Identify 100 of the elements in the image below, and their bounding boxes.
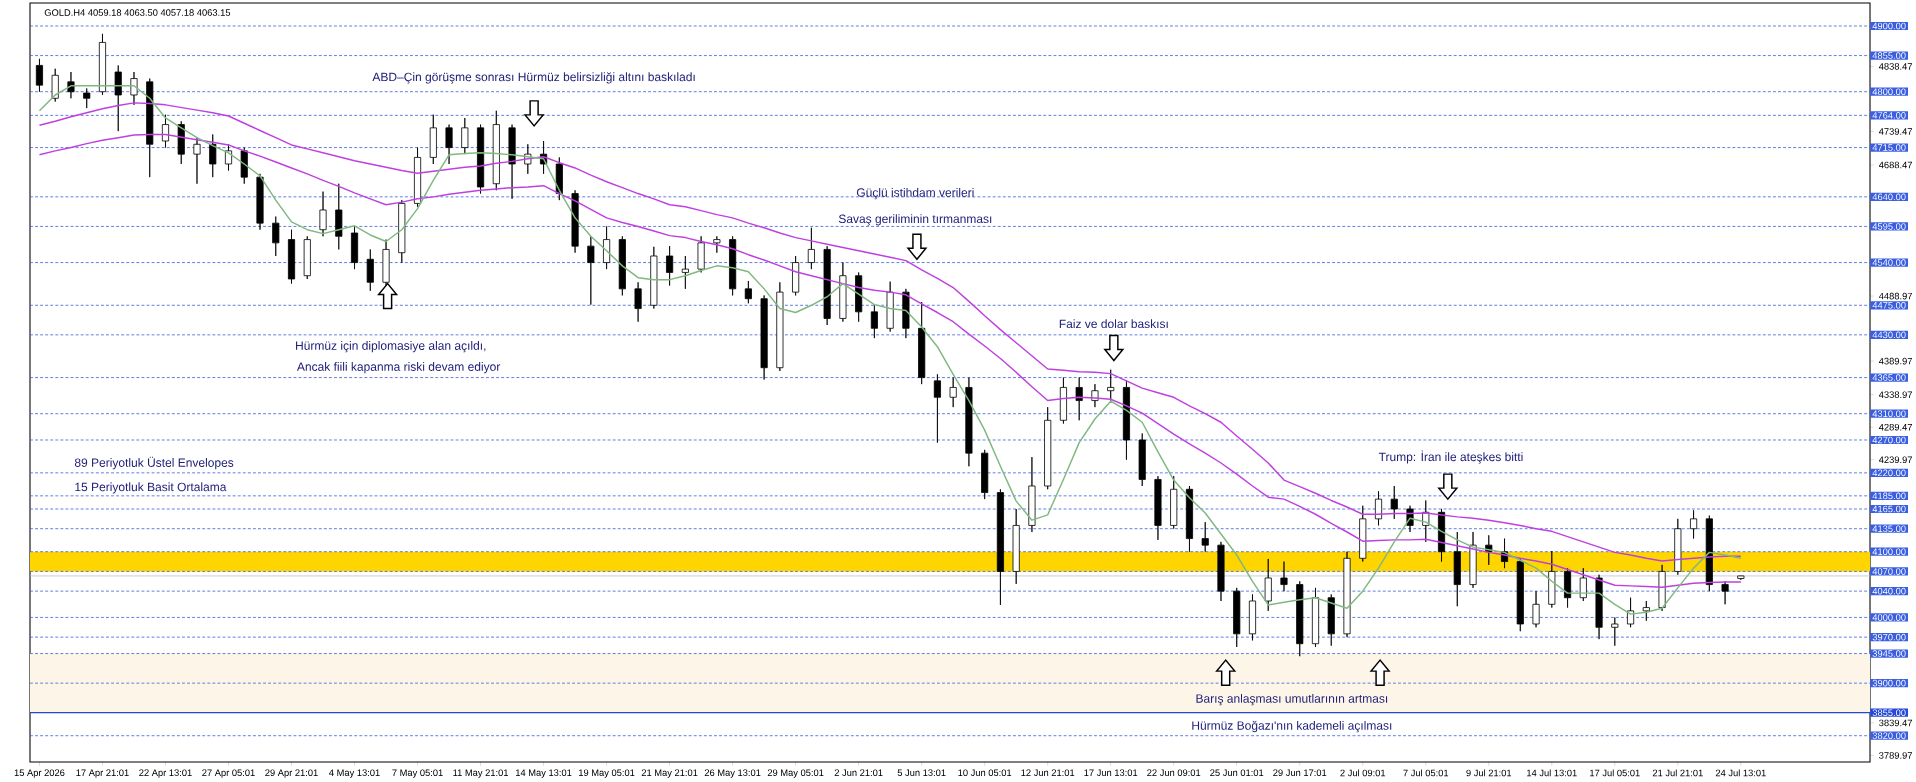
candlestick <box>571 189 579 254</box>
y-tick-label: 4389.97 <box>1878 357 1912 365</box>
x-tick-label: 21 Jul 21:01 <box>1652 769 1703 777</box>
candlestick <box>886 281 894 332</box>
x-tick-label: 17 Jul 05:01 <box>1590 769 1640 777</box>
candlestick <box>1548 550 1556 608</box>
ref-line-label: 4100.00 <box>1872 548 1906 556</box>
ref-line-label: 4000.00 <box>1872 614 1906 621</box>
candlestick <box>146 78 154 178</box>
candlestick <box>603 226 611 270</box>
candlestick <box>51 68 59 102</box>
candlestick <box>398 199 406 263</box>
x-tick-label: 14 May 13:01 <box>516 769 572 778</box>
candlestick <box>666 245 674 286</box>
x-tick-label: 22 Apr 13:01 <box>139 769 192 778</box>
annotation: 15 Periyotluk Basit Ortalama <box>75 482 227 494</box>
candlestick <box>681 255 689 290</box>
candlestick <box>1044 406 1052 490</box>
annotation: Hürmüz Boğazı'nın kademeli açılması <box>1192 720 1392 733</box>
annotation: Ancak fiili kapanma riski devam ediyor <box>296 362 501 374</box>
candlestick <box>1737 575 1745 581</box>
ref-line-label: 4135.00 <box>1872 525 1906 533</box>
candlestick <box>996 488 1004 606</box>
candlestick <box>1611 617 1619 647</box>
text: GOLD.H4 4059.18 4063.50 4057.18 4063.15 <box>44 9 231 16</box>
y-tick-label: 4338.97 <box>1878 391 1912 398</box>
candlestick <box>965 377 973 467</box>
candlestick <box>1185 485 1194 553</box>
candlestick <box>1233 587 1241 648</box>
candlestick <box>335 183 343 250</box>
y-tick-label: 4289.47 <box>1878 423 1912 431</box>
x-tick-label: 2 Jul 09:01 <box>1340 769 1386 777</box>
y-tick-label: 4739.47 <box>1878 128 1912 135</box>
candlestick <box>839 262 847 323</box>
candlestick <box>1658 564 1666 612</box>
x-tick-label: 2 Jun 21:01 <box>834 769 883 776</box>
candlestick <box>1012 508 1020 585</box>
annotation: ABD–Çin görüşme sonrası Hürmüz belirsizliği altını baskıladı <box>372 72 695 84</box>
x-tick-label: 21 May 21:01 <box>641 769 698 778</box>
x-tick-label: 26 May 13:01 <box>704 769 761 778</box>
candlestick <box>1280 561 1288 592</box>
annotation: 89 Periyotluk Üstel Envelopes <box>74 456 234 470</box>
candlestick <box>697 235 705 273</box>
annotation: Savaş geriliminin tırmanması <box>838 214 992 226</box>
ref-line-label: 3855.00 <box>1872 709 1906 717</box>
annotation: Barış anlaşması umutlarının artması <box>1196 693 1388 706</box>
x-tick-label: 19 May 05:01 <box>579 769 635 778</box>
candlestick <box>744 280 752 304</box>
candlestick <box>807 227 815 270</box>
candlestick <box>1674 518 1682 576</box>
candlestick <box>303 235 311 280</box>
candlestick <box>1075 377 1083 421</box>
candlestick <box>1296 580 1304 657</box>
candlestick <box>792 255 800 296</box>
candlestick <box>272 216 280 257</box>
candlestick <box>1690 509 1698 539</box>
candlestick <box>508 124 516 200</box>
ref-line-label: 4715.00 <box>1872 144 1906 151</box>
candlestick <box>1248 594 1257 641</box>
y-tick-label: 3789.97 <box>1879 752 1912 759</box>
candlestick <box>1327 594 1335 647</box>
y-tick-label: 4688.47 <box>1878 161 1912 169</box>
candlestick <box>870 304 878 339</box>
candlestick <box>587 235 595 306</box>
candlestick <box>1359 505 1367 562</box>
annotation: Faiz ve dolar baskısı <box>1059 319 1168 329</box>
y-tick-label: 4488.97 <box>1878 292 1912 300</box>
candlestick <box>35 58 43 93</box>
ref-line-label: 4310.00 <box>1872 410 1906 418</box>
x-tick-label: 7 Jul 05:01 <box>1403 769 1449 777</box>
x-tick-label: 11 May 21:01 <box>453 769 509 778</box>
ref-line-label: 4270.00 <box>1872 436 1906 444</box>
x-tick-label: 29 Jun 17:01 <box>1273 769 1327 776</box>
x-tick-label: 7 May 05:01 <box>392 769 443 778</box>
ref-line-label: 4640.00 <box>1872 193 1906 201</box>
ref-line-label: 4165.00 <box>1872 505 1906 513</box>
x-tick-label: 5 Jun 13:01 <box>897 769 946 776</box>
x-tick-label: 10 Jun 05:01 <box>958 769 1012 776</box>
annotation: Trump: İran ile ateşkes bitti <box>1378 450 1523 464</box>
candlestick <box>1642 600 1650 622</box>
ref-line-label: 3820.00 <box>1872 732 1906 740</box>
candlestick <box>1374 490 1383 526</box>
candlestick <box>114 65 122 132</box>
candlestick <box>1154 475 1162 541</box>
candlestick <box>823 245 831 326</box>
candlestick <box>256 173 264 231</box>
candlestick <box>1469 531 1477 589</box>
annotation: Güçlü istihdam verileri <box>856 187 974 200</box>
ref-line-label: 3970.00 <box>1872 633 1906 641</box>
x-tick-label: 29 May 05:01 <box>767 769 824 778</box>
candlestick <box>1343 551 1351 638</box>
candlestick <box>350 226 359 270</box>
candlestick <box>713 235 721 254</box>
x-tick-label: 27 Apr 05:01 <box>202 769 255 778</box>
candlestick <box>209 134 217 178</box>
ref-line-label: 4185.00 <box>1872 492 1906 500</box>
candlestick <box>1453 531 1461 607</box>
candlestick <box>319 191 327 237</box>
ref-line-label: 4764.00 <box>1872 112 1906 119</box>
candlestick <box>933 373 941 444</box>
